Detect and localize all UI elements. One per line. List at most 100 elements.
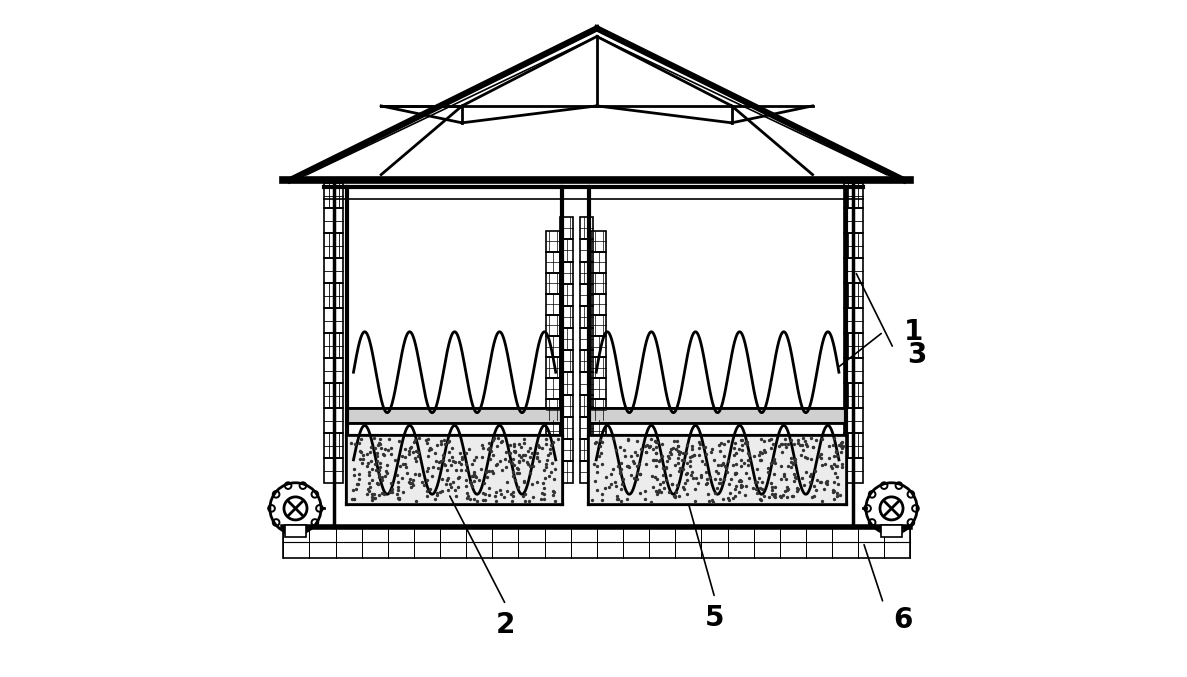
Point (783, 490, 802, 501)
Point (540, 444, 559, 455)
Point (493, 435, 512, 446)
Point (665, 435, 684, 446)
Point (393, 459, 412, 470)
Point (622, 469, 641, 480)
Point (535, 489, 554, 500)
Point (534, 478, 553, 489)
Point (363, 463, 382, 474)
Point (653, 477, 672, 487)
Point (813, 460, 832, 471)
Point (766, 492, 785, 502)
Point (350, 454, 369, 464)
Text: 5: 5 (705, 605, 724, 632)
Point (545, 487, 564, 498)
Point (762, 481, 781, 492)
Point (426, 456, 445, 467)
Point (402, 477, 421, 488)
Point (772, 439, 791, 450)
Point (362, 456, 381, 467)
Point (604, 463, 623, 474)
Bar (844, 334, 863, 358)
Bar (560, 261, 573, 284)
Point (662, 444, 681, 455)
Point (751, 454, 770, 465)
Point (794, 445, 813, 456)
Point (500, 448, 519, 459)
Point (725, 483, 744, 494)
Point (823, 486, 842, 497)
Point (807, 485, 826, 496)
Point (726, 481, 745, 492)
Point (696, 441, 715, 452)
Bar (591, 273, 607, 294)
Point (369, 478, 388, 489)
Point (796, 439, 815, 450)
Point (737, 435, 756, 446)
Point (541, 466, 560, 477)
Point (826, 445, 845, 456)
Point (786, 473, 805, 483)
Point (382, 443, 401, 454)
Point (832, 440, 851, 451)
Point (650, 455, 669, 466)
Point (522, 448, 541, 459)
Bar (591, 336, 607, 357)
Point (462, 459, 481, 470)
Point (815, 459, 834, 470)
Point (392, 451, 411, 462)
Point (433, 454, 452, 465)
Point (669, 448, 688, 459)
Point (686, 483, 705, 494)
Point (666, 491, 685, 502)
Bar (324, 284, 343, 309)
Point (706, 465, 725, 476)
Point (545, 463, 564, 474)
Point (503, 490, 522, 501)
Point (686, 496, 705, 506)
Point (698, 478, 717, 489)
Bar (844, 209, 863, 234)
Point (400, 442, 419, 453)
Point (671, 446, 690, 457)
Point (611, 496, 630, 506)
Point (357, 449, 376, 460)
Point (438, 437, 457, 447)
Point (832, 461, 851, 472)
Point (647, 437, 666, 447)
Point (801, 477, 820, 487)
Point (743, 483, 762, 494)
Point (503, 486, 522, 497)
Point (507, 462, 526, 473)
Point (445, 485, 464, 496)
Point (725, 491, 744, 502)
Point (610, 465, 629, 476)
Point (450, 456, 469, 467)
Point (827, 491, 846, 502)
Point (405, 468, 424, 479)
Point (509, 438, 528, 449)
Point (369, 464, 388, 475)
Point (736, 489, 755, 500)
Point (459, 491, 478, 502)
Point (647, 488, 666, 499)
Point (820, 440, 839, 451)
Point (538, 455, 557, 466)
Point (434, 458, 453, 469)
Point (750, 482, 769, 493)
Point (792, 450, 811, 461)
Point (388, 481, 407, 492)
Point (724, 450, 743, 460)
Point (521, 468, 540, 479)
Point (382, 477, 401, 488)
Point (751, 494, 770, 505)
Point (709, 468, 728, 479)
Point (534, 493, 553, 504)
Point (642, 496, 661, 507)
Point (830, 439, 849, 450)
Point (442, 482, 461, 493)
Point (628, 467, 647, 478)
Point (432, 439, 451, 450)
Point (760, 492, 779, 502)
Point (750, 494, 769, 504)
Bar (546, 273, 560, 294)
